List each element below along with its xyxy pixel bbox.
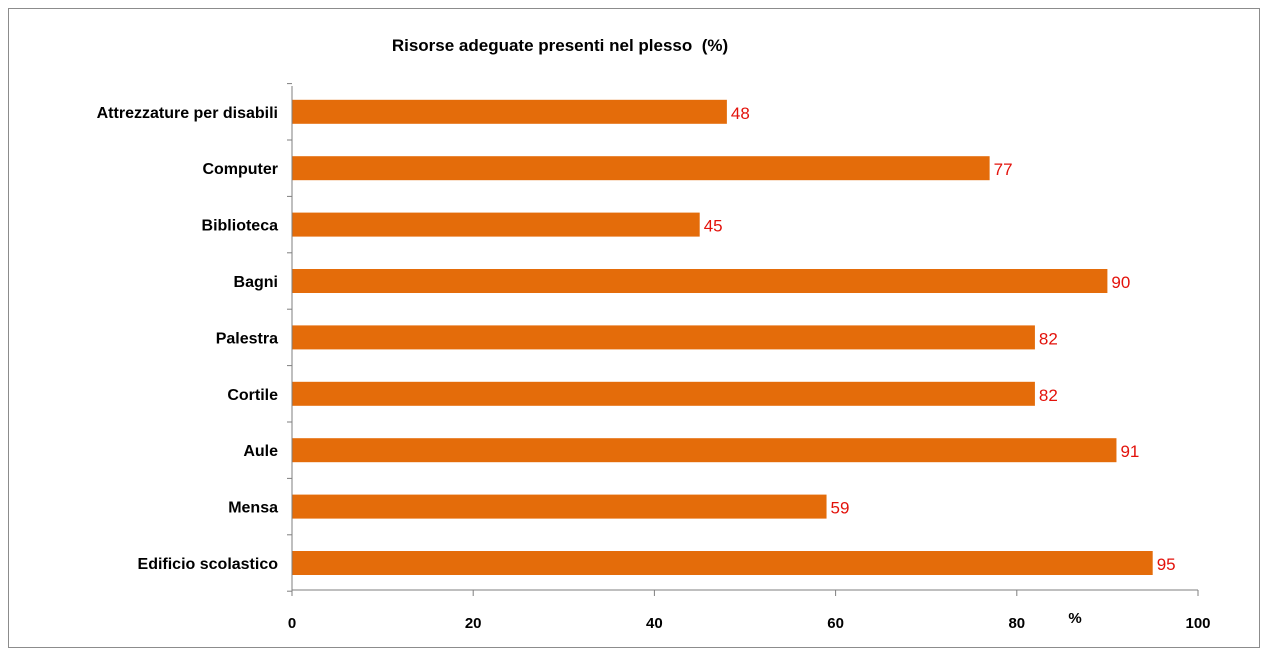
x-tick-label-60: 60 [827,615,844,629]
x-tick-label-0: 0 [288,615,296,629]
category-label-cortile: Cortile [227,387,278,404]
category-label-palestra: Palestra [216,330,278,347]
bar-cortile [292,381,1035,406]
bar-palestra [292,325,1035,350]
data-label-attrezzature-per-disabili: 48 [731,104,750,123]
category-label-computer: Computer [202,161,278,178]
bars-group [292,99,1153,575]
category-label-mensa: Mensa [228,500,278,517]
bar-bagni [292,269,1108,293]
bar-biblioteca [292,212,700,237]
category-label-biblioteca: Biblioteca [202,218,279,235]
axes-group [287,83,1199,596]
data-label-cortile: 82 [1039,386,1058,405]
x-axis-unit-label: % [1068,610,1081,627]
bar-aule [292,438,1117,463]
category-label-bagni: Bagni [234,274,278,291]
data-label-bagni: 90 [1111,273,1130,292]
data-label-mensa: 59 [831,499,850,518]
data-label-computer: 77 [994,160,1013,179]
labels-group: Edificio scolastico 95 Mensa 59 Aule 91 Cortil… [97,104,1211,629]
data-label-aule: 91 [1120,442,1139,461]
data-label-biblioteca: 45 [704,217,723,236]
x-tick-label-100: 100 [1185,615,1210,629]
chart-title: Risorse adeguate presenti nel plesso (%) [391,36,729,55]
bar-edificio-scolastico [292,551,1153,575]
x-tick-label-40: 40 [646,615,663,629]
bar-chart: Edificio scolastico 95 Mensa 59 Aule 91 Cortil… [97,83,1211,629]
category-label-edificio-scolastico: Edificio scolastico [138,556,279,573]
bar-attrezzature-per-disabili [292,99,727,124]
bar-mensa [292,494,827,519]
data-label-edificio-scolastico: 95 [1157,555,1176,574]
category-label-aule: Aule [243,443,278,460]
bar-computer [292,156,990,181]
x-tick-label-80: 80 [1008,615,1025,629]
category-label-attrezzature-per-disabili: Attrezzature per disabili [97,105,278,122]
data-label-palestra: 82 [1039,329,1058,348]
x-tick-label-20: 20 [465,615,482,629]
